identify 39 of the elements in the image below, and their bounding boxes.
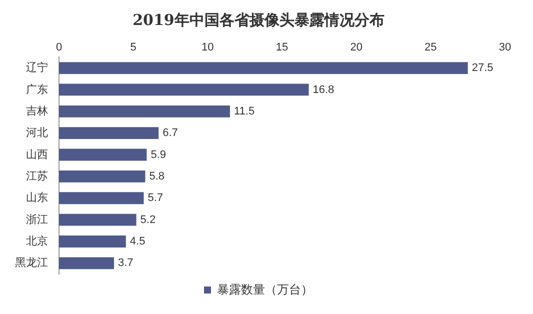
x-tick-label: 5 [130, 42, 136, 54]
y-tick-label: 广东 [26, 82, 48, 96]
y-tick-label: 黑龙江 [15, 256, 48, 270]
bar [59, 62, 468, 74]
x-tick-label: 30 [498, 42, 512, 54]
data-label: 5.9 [150, 148, 166, 161]
bar [59, 257, 114, 270]
bar [59, 214, 136, 226]
data-label: 4.5 [130, 236, 146, 248]
x-tick-label: 0 [56, 42, 62, 54]
data-label: 16.8 [312, 84, 334, 96]
data-label: 5.8 [149, 170, 165, 182]
y-tick-label: 浙江 [26, 212, 48, 226]
bar [59, 170, 146, 182]
y-tick-label: 吉林 [26, 104, 48, 118]
bar [59, 236, 126, 248]
y-tick-label: 河北 [26, 126, 48, 140]
x-tick-label: 25 [424, 42, 437, 54]
bar [59, 105, 230, 118]
data-label: 11.5 [234, 105, 255, 118]
y-tick-label: 山东 [26, 191, 48, 204]
y-tick-label: 辽宁 [26, 61, 48, 74]
x-tick-label: 20 [350, 42, 362, 54]
y-tick-label: 江苏 [26, 169, 48, 182]
bar [59, 84, 309, 96]
bar [59, 192, 144, 204]
legend-label: 暴露数量（万台） [217, 282, 313, 296]
data-label: 27.5 [472, 62, 494, 74]
data-label: 3.7 [118, 257, 134, 270]
bar [59, 127, 159, 140]
x-tick-label: 15 [276, 42, 288, 54]
y-tick-label: 北京 [26, 234, 48, 248]
data-label: 5.2 [140, 214, 156, 226]
data-label: 6.7 [162, 127, 178, 140]
x-tick-label: 10 [202, 42, 214, 54]
bar [59, 148, 147, 161]
chart-title: 2019年中国各省摄像头暴露情况分布 [132, 10, 384, 29]
y-tick-label: 山西 [26, 148, 48, 161]
data-label: 5.7 [148, 192, 164, 204]
